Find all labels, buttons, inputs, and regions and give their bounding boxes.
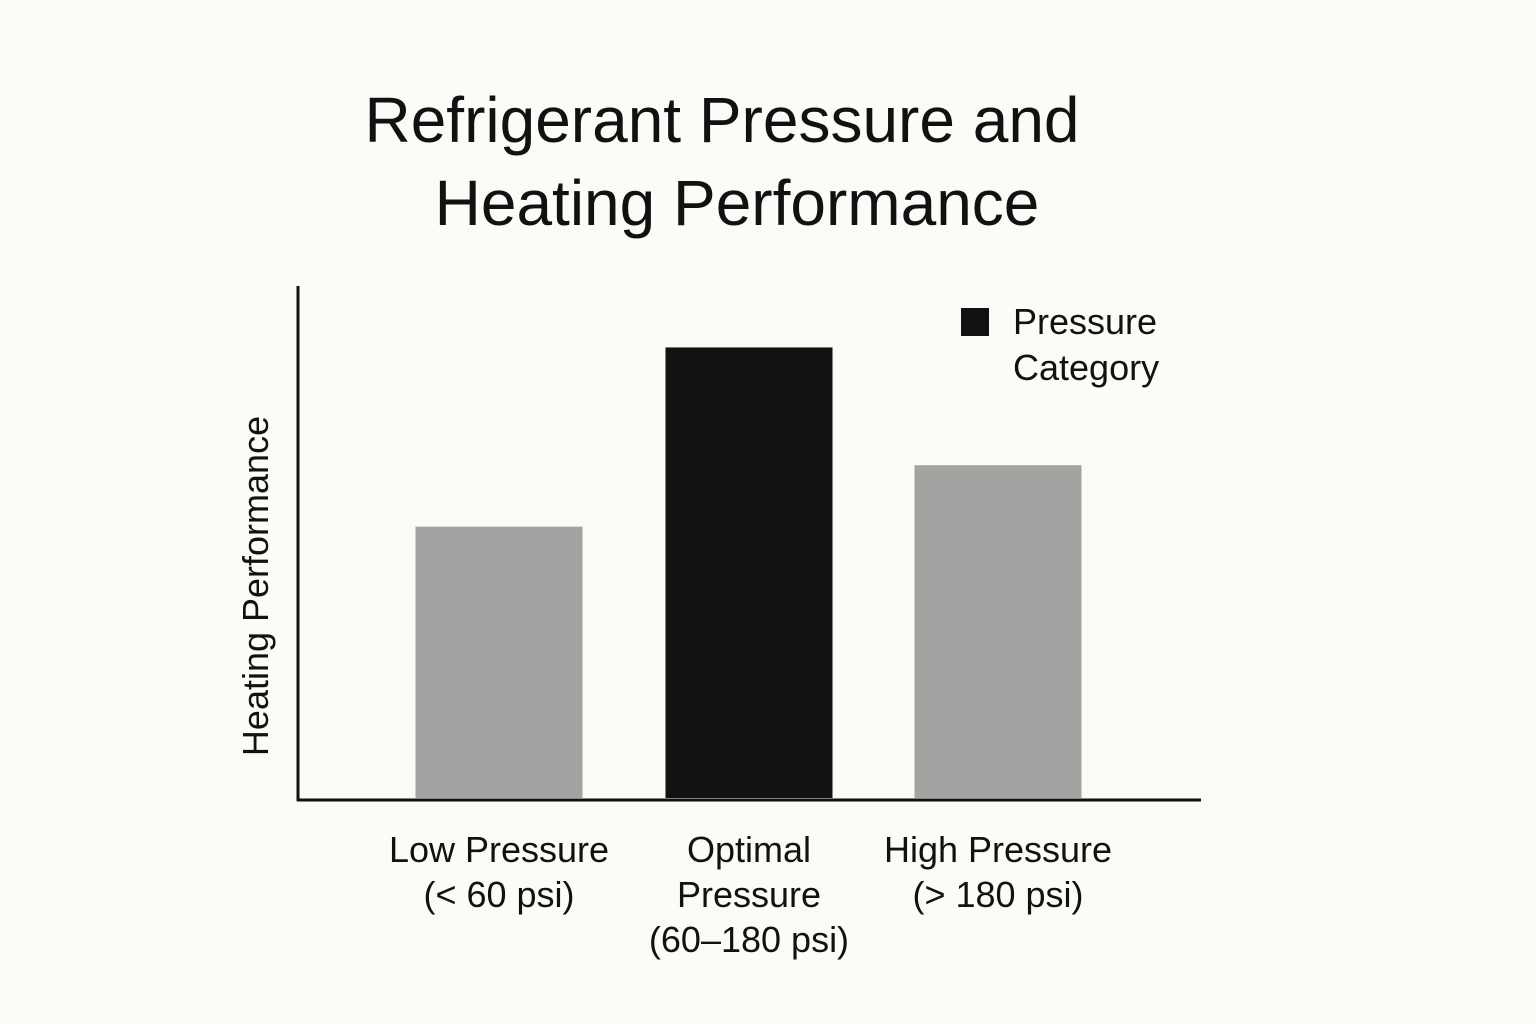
bar-2 — [665, 347, 833, 798]
bar-3 — [914, 465, 1082, 798]
x-tick-label-2-line-1: Optimal — [687, 829, 811, 870]
legend: Pressure Category — [961, 301, 1159, 388]
x-tick-labels: Low Pressure(< 60 psi) OptimalPressure(60… — [389, 829, 1112, 960]
legend-label-line-2: Category — [1013, 347, 1159, 388]
legend-swatch — [961, 308, 989, 336]
x-tick-label-3-line-2: (> 180 psi) — [912, 874, 1083, 915]
y-axis-label: Heating Performance — [235, 416, 276, 756]
chart-title-line-2: Heating Performance — [435, 167, 1040, 239]
bar-1 — [415, 526, 583, 798]
x-tick-label-1-line-1: Low Pressure — [389, 829, 609, 870]
x-tick-label-3-line-1: High Pressure — [884, 829, 1112, 870]
x-tick-label-2-line-3: (60–180 psi) — [649, 919, 849, 960]
x-tick-label-1-line-2: (< 60 psi) — [423, 874, 574, 915]
chart-title-line-1: Refrigerant Pressure and — [364, 84, 1079, 156]
x-tick-label-2-line-2: Pressure — [677, 874, 821, 915]
bars-group — [415, 347, 1082, 798]
legend-label-line-1: Pressure — [1013, 301, 1157, 342]
